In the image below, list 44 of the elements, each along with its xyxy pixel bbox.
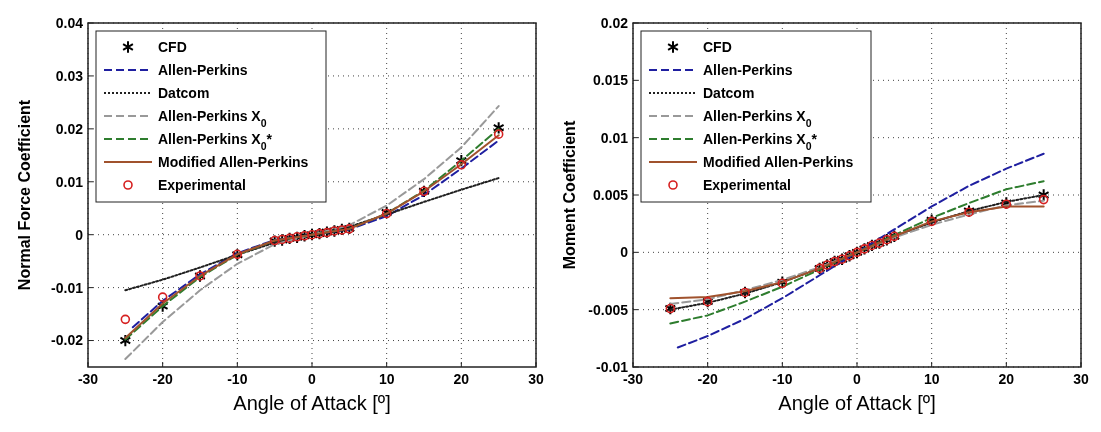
legend-label: CFD bbox=[703, 38, 732, 55]
legend-label: Datcom bbox=[158, 84, 210, 101]
legend-label: Allen-Perkins X$_{0}$* bbox=[158, 130, 273, 152]
y-tick-label: 0.04 bbox=[55, 14, 84, 31]
legend-label: Modified Allen-Perkins bbox=[703, 153, 854, 170]
x-tick-label: -20 bbox=[697, 371, 718, 387]
y-tick-label: 0.005 bbox=[592, 186, 629, 203]
y-tick-label: 0.02 bbox=[55, 120, 84, 137]
legend-label: Modified Allen-Perkins bbox=[158, 153, 309, 170]
y-tick-label: 0.01 bbox=[600, 129, 629, 146]
legend-label: Allen-Perkins X$_{0}$ bbox=[158, 107, 267, 129]
legend-label: Allen-Perkins X$_{0}$* bbox=[703, 130, 818, 152]
y-tick-label: 0.03 bbox=[55, 67, 84, 84]
x-tick-label: 30 bbox=[1073, 371, 1089, 387]
x-tick-label: 20 bbox=[453, 371, 470, 387]
legend-label: CFD bbox=[158, 38, 187, 55]
x-tick-label: -20 bbox=[152, 371, 173, 387]
x-tick-label: 0 bbox=[308, 371, 317, 387]
y-tick-label: -0.01 bbox=[51, 279, 84, 296]
y-tick-label: 0.01 bbox=[55, 173, 84, 190]
y-tick-label: -0.005 bbox=[588, 301, 629, 318]
y-axis-title: Normal Force Coefficient bbox=[16, 99, 33, 291]
y-tick-label: 0.015 bbox=[592, 72, 629, 89]
y-axis-title: Moment Coefficient bbox=[561, 120, 578, 270]
x-tick-label: -10 bbox=[772, 371, 793, 387]
legend-label: Allen-Perkins bbox=[703, 61, 793, 78]
y-tick-label: 0 bbox=[620, 244, 629, 261]
x-axis-title: Angle of Attack [º] bbox=[778, 392, 936, 414]
x-tick-label: 0 bbox=[853, 371, 862, 387]
x-tick-label: 20 bbox=[998, 371, 1015, 387]
x-tick-label: 10 bbox=[923, 371, 940, 387]
legend-label: Experimental bbox=[703, 176, 791, 193]
x-tick-label: -30 bbox=[77, 371, 99, 387]
legend-label: Allen-Perkins X$_{0}$ bbox=[703, 107, 812, 129]
legend-label: Datcom bbox=[703, 84, 755, 101]
x-tick-label: 30 bbox=[528, 371, 544, 387]
y-tick-label: 0 bbox=[75, 226, 84, 243]
x-axis-title: Angle of Attack [º] bbox=[233, 392, 391, 414]
legend-label: Allen-Perkins bbox=[158, 61, 248, 78]
legend-label: Experimental bbox=[158, 176, 246, 193]
y-tick-label: -0.02 bbox=[51, 332, 84, 349]
x-tick-label: -10 bbox=[227, 371, 248, 387]
y-tick-label: 0.02 bbox=[600, 14, 629, 31]
x-tick-label: 10 bbox=[378, 371, 395, 387]
